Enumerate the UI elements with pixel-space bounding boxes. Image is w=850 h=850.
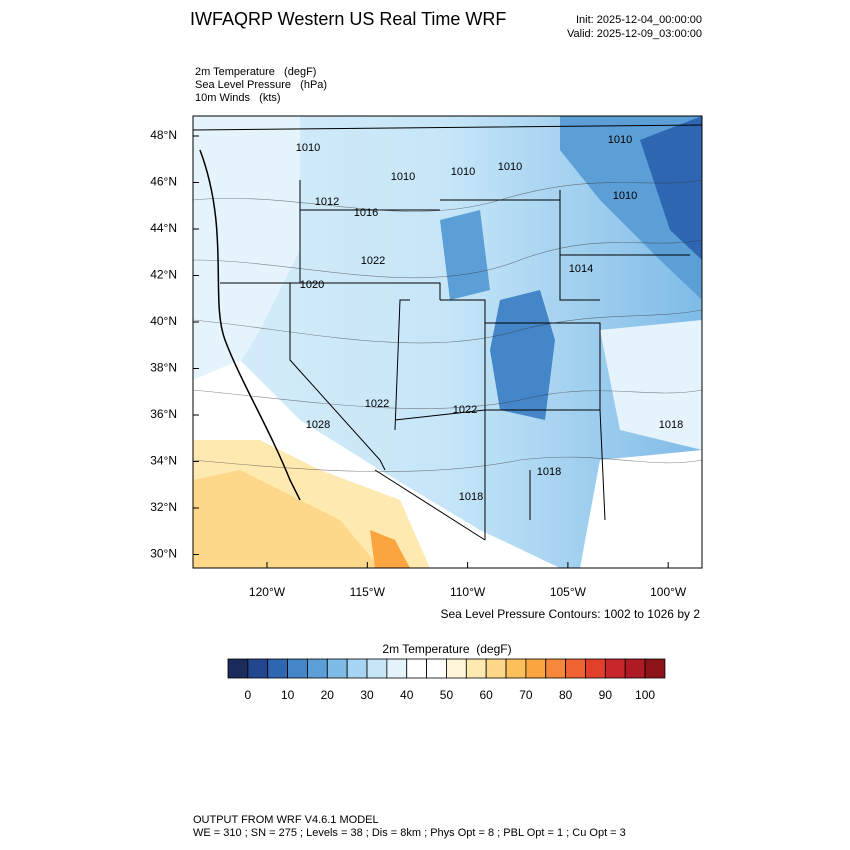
lon-label: 115°W: [350, 585, 386, 599]
colorbar-label: 20: [321, 688, 335, 702]
colorbar-box: [624, 658, 646, 679]
colorbar-box: [307, 658, 328, 679]
temp-region: [580, 450, 702, 568]
contour-label: 1014: [569, 263, 593, 275]
temp-region: [193, 116, 300, 400]
colorbar-box: [446, 658, 467, 679]
title: IWFAQRP Western US Real Time WRF: [190, 9, 506, 29]
temp-region: [490, 290, 555, 420]
contour-label: 1018: [537, 466, 561, 478]
pressure-contours: [193, 179, 702, 472]
contour-label: 1018: [659, 419, 683, 431]
colorbar-label: 0: [245, 688, 252, 702]
contour-note: Sea Level Pressure Contours: 1002 to 102…: [441, 607, 701, 621]
lat-label: 30°N: [150, 547, 177, 561]
colorbar-box: [604, 658, 626, 679]
colorbar-label: 70: [519, 688, 533, 702]
field-name: 2m Temperature (degF): [195, 66, 316, 78]
map-frame: [192, 115, 703, 569]
colorbar-box: [565, 658, 586, 679]
contour-label: 1018: [459, 491, 483, 503]
temp-region: [370, 530, 410, 568]
colorbar-box: [485, 658, 507, 679]
colorbar-box: [585, 658, 606, 679]
footer-line: WE = 310 ; SN = 275 ; Levels = 38 ; Dis …: [193, 827, 626, 839]
colorbar-box: [366, 658, 388, 679]
lat-label: 36°N: [150, 407, 177, 421]
colorbar-title: 2m Temperature (degF): [382, 642, 511, 656]
contour-label: 1010: [296, 142, 320, 154]
colorbar-label: 10: [281, 688, 295, 702]
colorbar: 0 10 20 30 40 50 60 70 80 90 100: [227, 658, 666, 702]
lat-label: 34°N: [150, 454, 177, 468]
valid-time: Valid: 2025-12-09_03:00:00: [567, 28, 702, 40]
lon-label: 120°W: [249, 585, 286, 599]
contour-label: 1012: [315, 196, 339, 208]
colorbar-box: [346, 658, 368, 679]
colorbar-box: [247, 658, 269, 679]
contour-label: 1010: [391, 171, 415, 183]
colorbar-box: [545, 658, 567, 679]
state-lines: [193, 124, 702, 541]
lat-label: 32°N: [150, 500, 177, 514]
colorbar-box: [386, 658, 408, 679]
lon-label: 110°W: [450, 585, 486, 599]
colorbar-box: [465, 658, 487, 679]
field-name: 10m Winds (kts): [195, 92, 281, 104]
contour-label: 1010: [451, 166, 475, 178]
footer-line: OUTPUT FROM WRF V4.6.1 MODEL: [193, 814, 379, 826]
contour-label: 1022: [453, 404, 477, 416]
colorbar-label: 90: [599, 688, 613, 702]
temp-region: [193, 470, 380, 568]
lon-label: 105°W: [550, 585, 587, 599]
colorbar-label: 50: [440, 688, 454, 702]
lat-label: 42°N: [150, 268, 177, 282]
colorbar-box: [227, 658, 249, 679]
contour-label: 1016: [354, 207, 378, 219]
colorbar-box: [644, 658, 666, 679]
colorbar-box: [406, 658, 427, 679]
contour-label: 1028: [306, 419, 330, 431]
lon-label: 100°W: [650, 585, 687, 599]
lat-label: 40°N: [150, 314, 177, 328]
lat-label: 44°N: [150, 221, 177, 235]
contour-label: 1022: [361, 255, 385, 267]
init-time: Init: 2025-12-04_00:00:00: [576, 14, 702, 26]
contour-label: 1010: [613, 190, 637, 202]
temp-region: [440, 210, 490, 300]
colorbar-label: 80: [559, 688, 573, 702]
map-labels: 48°N 46°N 44°N 42°N 40°N 38°N 36°N 34°N 32°N 30°N…: [150, 128, 687, 599]
colorbar-label: 40: [400, 688, 414, 702]
map-field: [193, 116, 702, 568]
lat-label: 46°N: [150, 175, 177, 189]
colorbar-box: [505, 658, 527, 679]
colorbar-box: [525, 658, 547, 679]
temp-region: [640, 116, 702, 260]
contour-label: 1010: [608, 134, 632, 146]
colorbar-label: 30: [360, 688, 374, 702]
colorbar-box: [426, 658, 447, 679]
contour-label: 1020: [300, 279, 324, 291]
lat-label: 38°N: [150, 361, 177, 375]
colorbar-label: 100: [635, 688, 655, 702]
colorbar-box: [326, 658, 348, 679]
temp-region: [600, 320, 702, 450]
field-name: Sea Level Pressure (hPa): [195, 79, 327, 91]
contour-label: 1010: [498, 161, 522, 173]
lat-label: 48°N: [150, 128, 177, 142]
colorbar-box: [267, 658, 288, 679]
colorbar-label: 60: [480, 688, 494, 702]
colorbar-box: [287, 658, 308, 679]
contour-label: 1022: [365, 398, 389, 410]
